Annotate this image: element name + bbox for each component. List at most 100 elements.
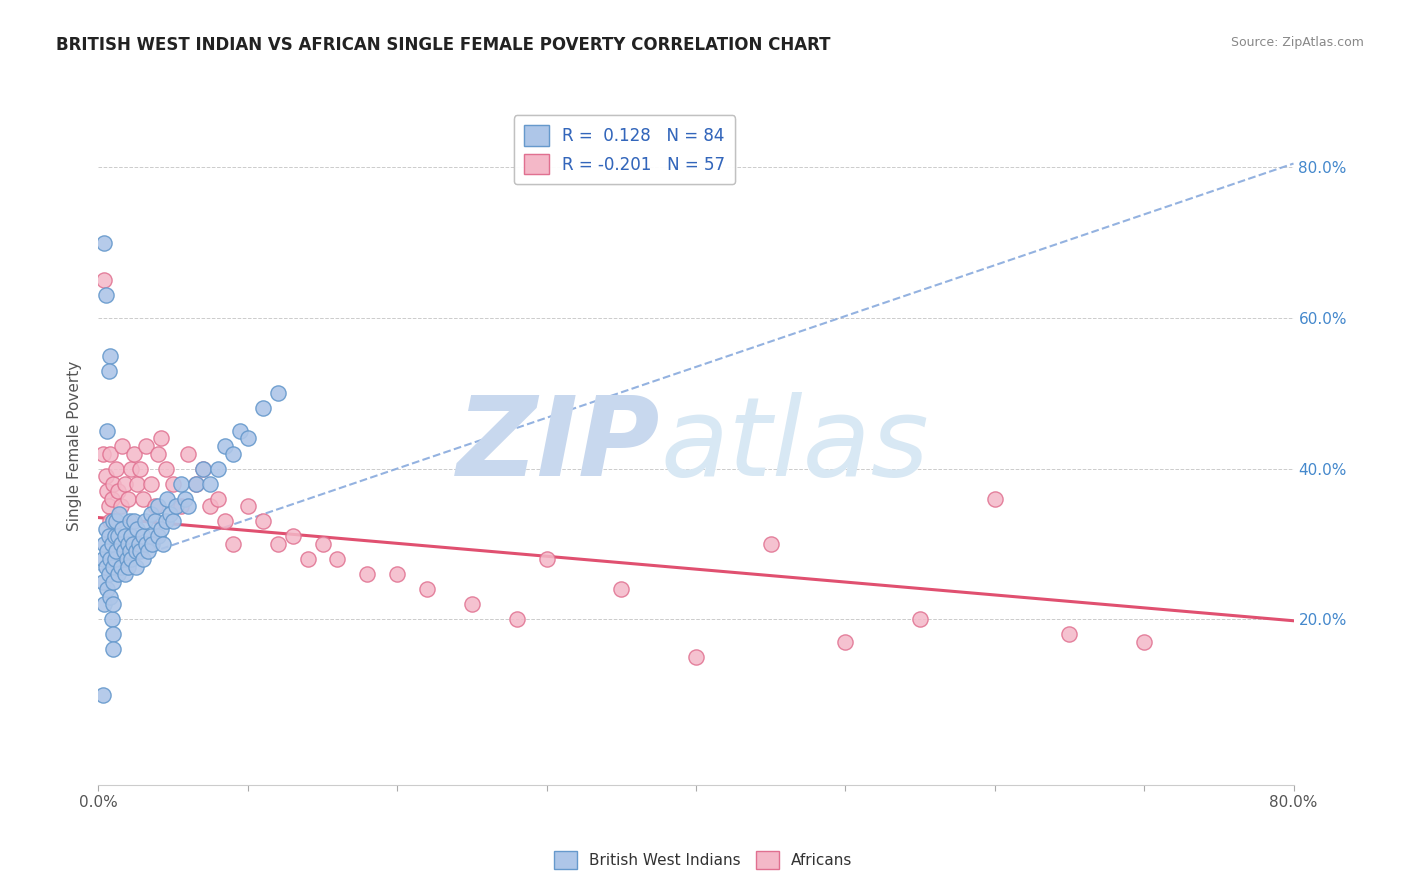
Text: ZIP: ZIP: [457, 392, 661, 500]
Point: [155, 461, 177, 475]
Point: [252, 514, 274, 528]
Point: [120, 529, 142, 543]
Point: [134, 514, 156, 528]
Point: [101, 537, 124, 551]
Legend: British West Indians, Africans: British West Indians, Africans: [547, 845, 859, 875]
Point: [107, 484, 129, 499]
Point: [121, 537, 143, 551]
Point: [101, 491, 124, 506]
Point: [174, 491, 197, 506]
Point: [93, 273, 115, 287]
Point: [110, 559, 132, 574]
Point: [1059, 627, 1081, 641]
Point: [200, 500, 222, 514]
Point: [97, 500, 120, 514]
Point: [1133, 635, 1156, 649]
Point: [385, 567, 409, 582]
Point: [169, 476, 191, 491]
Point: [150, 522, 173, 536]
Point: [104, 552, 127, 566]
Point: [120, 552, 142, 566]
Point: [91, 574, 114, 589]
Point: [162, 514, 184, 528]
Point: [98, 514, 122, 528]
Point: [114, 529, 136, 543]
Point: [117, 491, 139, 506]
Point: [132, 491, 155, 506]
Point: [169, 500, 191, 514]
Point: [125, 559, 148, 574]
Point: [139, 476, 162, 491]
Point: [103, 514, 125, 528]
Point: [115, 552, 138, 566]
Point: [103, 559, 125, 574]
Point: [759, 537, 782, 551]
Point: [141, 537, 163, 551]
Point: [252, 401, 274, 416]
Point: [136, 544, 159, 558]
Point: [191, 461, 214, 475]
Point: [105, 461, 128, 475]
Point: [93, 235, 115, 250]
Point: [214, 439, 236, 453]
Point: [125, 544, 148, 558]
Point: [103, 574, 125, 589]
Point: [139, 529, 162, 543]
Point: [96, 544, 118, 558]
Point: [103, 476, 125, 491]
Point: [97, 567, 120, 582]
Point: [98, 552, 122, 566]
Point: [103, 642, 125, 657]
Point: [135, 537, 157, 551]
Point: [610, 582, 633, 596]
Legend: R =  0.128   N = 84, R = -0.201   N = 57: R = 0.128 N = 84, R = -0.201 N = 57: [513, 115, 735, 185]
Point: [281, 529, 304, 543]
Text: atlas: atlas: [661, 392, 929, 500]
Point: [98, 590, 122, 604]
Point: [685, 649, 707, 664]
Point: [132, 552, 155, 566]
Point: [148, 500, 170, 514]
Point: [127, 476, 149, 491]
Point: [111, 439, 134, 453]
Point: [118, 544, 141, 558]
Point: [834, 635, 856, 649]
Point: [96, 582, 118, 596]
Point: [267, 537, 290, 551]
Point: [94, 559, 117, 574]
Point: [110, 537, 132, 551]
Point: [128, 537, 150, 551]
Point: [150, 432, 173, 446]
Point: [236, 500, 259, 514]
Point: [111, 522, 134, 536]
Point: [127, 522, 149, 536]
Point: [98, 446, 122, 460]
Point: [103, 514, 125, 528]
Point: [97, 529, 120, 543]
Point: [117, 537, 139, 551]
Point: [98, 349, 122, 363]
Point: [165, 500, 187, 514]
Point: [311, 537, 333, 551]
Point: [207, 461, 229, 475]
Point: [536, 552, 558, 566]
Point: [177, 446, 200, 460]
Point: [103, 597, 125, 611]
Point: [101, 612, 124, 626]
Point: [124, 514, 146, 528]
Point: [139, 507, 162, 521]
Point: [93, 597, 115, 611]
Point: [135, 439, 157, 453]
Point: [159, 507, 181, 521]
Point: [96, 424, 118, 438]
Point: [132, 529, 155, 543]
Point: [103, 627, 125, 641]
Point: [129, 461, 152, 475]
Point: [107, 567, 129, 582]
Point: [984, 491, 1007, 506]
Point: [91, 688, 114, 702]
Point: [148, 529, 170, 543]
Point: [356, 567, 378, 582]
Point: [229, 424, 252, 438]
Point: [104, 529, 127, 543]
